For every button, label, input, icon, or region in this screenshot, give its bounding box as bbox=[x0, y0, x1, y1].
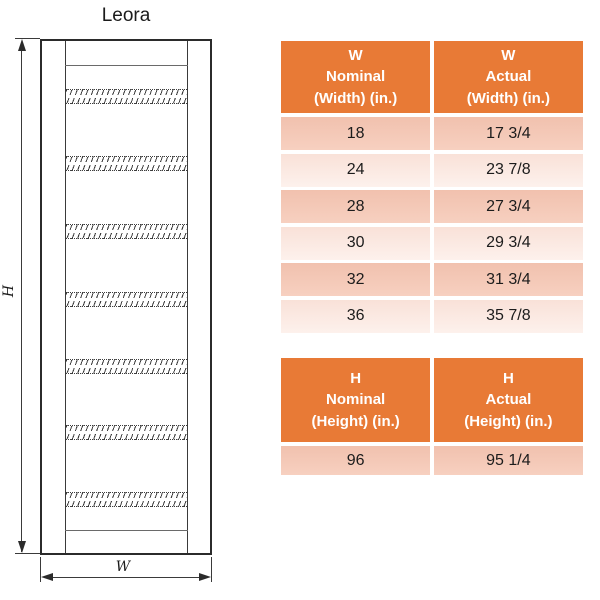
table-row: 18 17 3/4 bbox=[281, 117, 583, 150]
door-slat bbox=[66, 292, 187, 307]
nominal-height-cell: 96 bbox=[281, 446, 431, 475]
actual-width-cell: 23 7/8 bbox=[433, 153, 583, 187]
width-table-body: 18 17 3/4 24 23 7/8 28 27 3/4 30 29 3/4 … bbox=[281, 117, 583, 333]
dimension-extension-line bbox=[15, 38, 40, 39]
width-dimension-label: W bbox=[115, 559, 131, 575]
height-spec-table: H Nominal (Height) (in.) H Actual (Heigh… bbox=[281, 358, 583, 475]
door-stile-right-line bbox=[187, 41, 188, 553]
height-dimension-label: H bbox=[1, 284, 18, 298]
arrowhead-down-icon bbox=[18, 541, 26, 553]
width-dimension-line bbox=[45, 577, 208, 578]
door-slat bbox=[66, 224, 187, 239]
actual-width-cell: 35 7/8 bbox=[433, 299, 583, 333]
actual-width-cell: 31 3/4 bbox=[433, 263, 583, 296]
door-slat bbox=[66, 492, 187, 507]
nominal-width-cell: 36 bbox=[281, 299, 431, 333]
door-slat bbox=[66, 425, 187, 440]
table-row: 36 35 7/8 bbox=[281, 299, 583, 333]
door-stile-left-line bbox=[65, 41, 66, 553]
table-row: 96 95 1/4 bbox=[281, 446, 583, 475]
table-row: 24 23 7/8 bbox=[281, 153, 583, 187]
height-nominal-header-cell: H Nominal (Height) (in.) bbox=[281, 358, 431, 442]
dimension-extension-line bbox=[211, 557, 212, 582]
door-drawing bbox=[40, 39, 212, 555]
height-actual-header-cell: H Actual (Height) (in.) bbox=[433, 358, 583, 442]
nominal-width-cell: 18 bbox=[281, 117, 431, 150]
arrowhead-up-icon bbox=[18, 39, 26, 51]
height-dimension-line bbox=[21, 42, 22, 552]
width-spec-table: W Nominal (Width) (in.) W Actual (Width)… bbox=[281, 41, 583, 333]
width-nominal-header-cell: W Nominal (Width) (in.) bbox=[281, 41, 431, 113]
actual-height-cell: 95 1/4 bbox=[433, 446, 583, 475]
table-row: 32 31 3/4 bbox=[281, 263, 583, 296]
actual-width-cell: 17 3/4 bbox=[433, 117, 583, 150]
nominal-width-cell: 28 bbox=[281, 190, 431, 223]
actual-width-cell: 27 3/4 bbox=[433, 190, 583, 223]
arrowhead-left-icon bbox=[41, 573, 53, 581]
door-slat bbox=[66, 359, 187, 374]
table-row: 30 29 3/4 bbox=[281, 226, 583, 260]
table-row: 28 27 3/4 bbox=[281, 190, 583, 223]
actual-width-cell: 29 3/4 bbox=[433, 226, 583, 260]
dimension-extension-line bbox=[40, 557, 41, 582]
door-rail-top-line bbox=[65, 65, 188, 66]
nominal-width-cell: 32 bbox=[281, 263, 431, 296]
nominal-width-cell: 30 bbox=[281, 226, 431, 260]
width-table-header: W Nominal (Width) (in.) W Actual (Width)… bbox=[281, 41, 583, 113]
height-table-body: 96 95 1/4 bbox=[281, 446, 583, 475]
door-slat bbox=[66, 156, 187, 171]
nominal-width-cell: 24 bbox=[281, 153, 431, 187]
diagram-title: Leora bbox=[101, 5, 151, 26]
arrowhead-right-icon bbox=[199, 573, 211, 581]
door-rail-bottom-line bbox=[65, 530, 188, 531]
dimension-extension-line bbox=[15, 553, 40, 554]
width-actual-header-cell: W Actual (Width) (in.) bbox=[433, 41, 583, 113]
door-slat bbox=[66, 89, 187, 104]
height-table-header: H Nominal (Height) (in.) H Actual (Heigh… bbox=[281, 358, 583, 442]
